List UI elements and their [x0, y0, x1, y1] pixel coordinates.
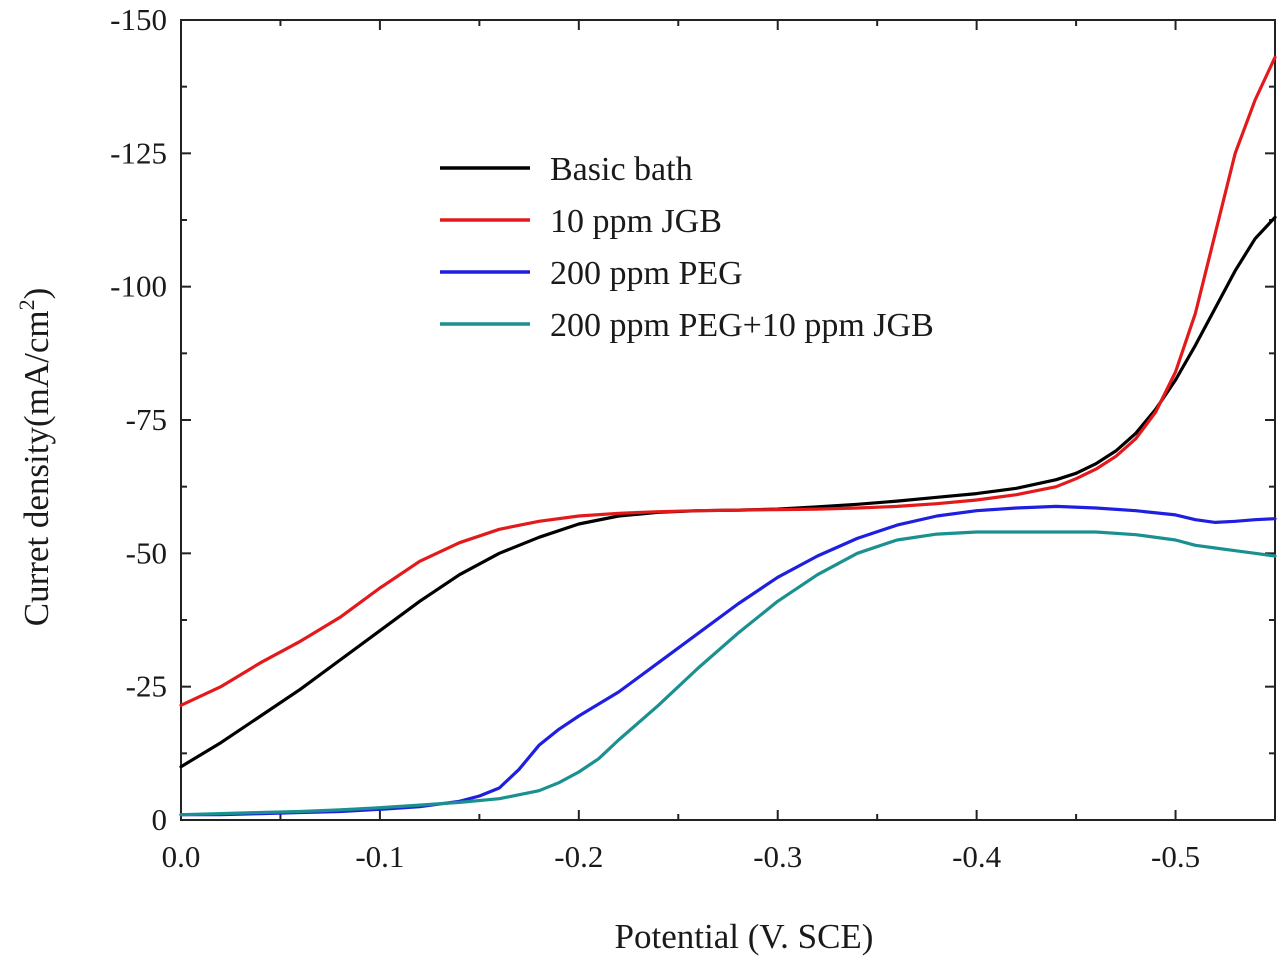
series-line-basic-bath	[179, 215, 1277, 769]
y-tick-label: 0	[152, 802, 168, 837]
x-tick-label: -0.4	[952, 839, 1002, 874]
series-line-200-ppm-peg	[179, 504, 1277, 817]
series-line-200-ppm-peg-10-ppm-jgb	[179, 530, 1277, 817]
x-tick-label: -0.2	[554, 839, 603, 874]
y-axis-title-text: Curret density(mA/cm	[17, 310, 56, 626]
legend-label-200-ppm-peg: 200 ppm PEG	[550, 255, 743, 292]
y-tick-label: -100	[110, 269, 167, 304]
x-axis-title: Potential (V. SCE)	[615, 917, 874, 956]
y-tick-label: -150	[110, 2, 167, 37]
series-line-10-ppm-jgb	[179, 55, 1277, 707]
x-tick-label: -0.1	[355, 839, 404, 874]
legend-label-200-ppm-peg-10-ppm-jgb: 200 ppm PEG+10 ppm JGB	[550, 307, 934, 344]
x-tick-label: -0.5	[1151, 839, 1200, 874]
y-tick-label: -50	[126, 535, 167, 570]
plot-area-border	[180, 19, 1276, 821]
series-lines	[179, 55, 1277, 817]
y-axis-title-close: )	[17, 288, 56, 300]
y-tick-label: -75	[126, 402, 167, 437]
axis-ticks: 0.0 -0.1 -0.2 -0.3 -0.4 -0.5 0 -25 -50 -75 -100 -12…	[110, 2, 1276, 874]
x-tick-label: -0.3	[753, 839, 802, 874]
y-axis-title: Curret density(mA/cm2)	[14, 288, 56, 627]
legend-label-basic-bath: Basic bath	[550, 151, 693, 188]
legend-label-10-ppm-jgb: 10 ppm JGB	[550, 203, 722, 240]
y-axis-title-superscript: 2	[14, 299, 39, 310]
x-tick-label: 0.0	[162, 839, 201, 874]
y-tick-label: -25	[126, 669, 167, 704]
y-tick-label: -125	[110, 135, 167, 170]
legend: Basic bath 10 ppm JGB 200 ppm PEG 200 ppm P…	[440, 151, 934, 344]
plot-frame	[180, 19, 1276, 821]
